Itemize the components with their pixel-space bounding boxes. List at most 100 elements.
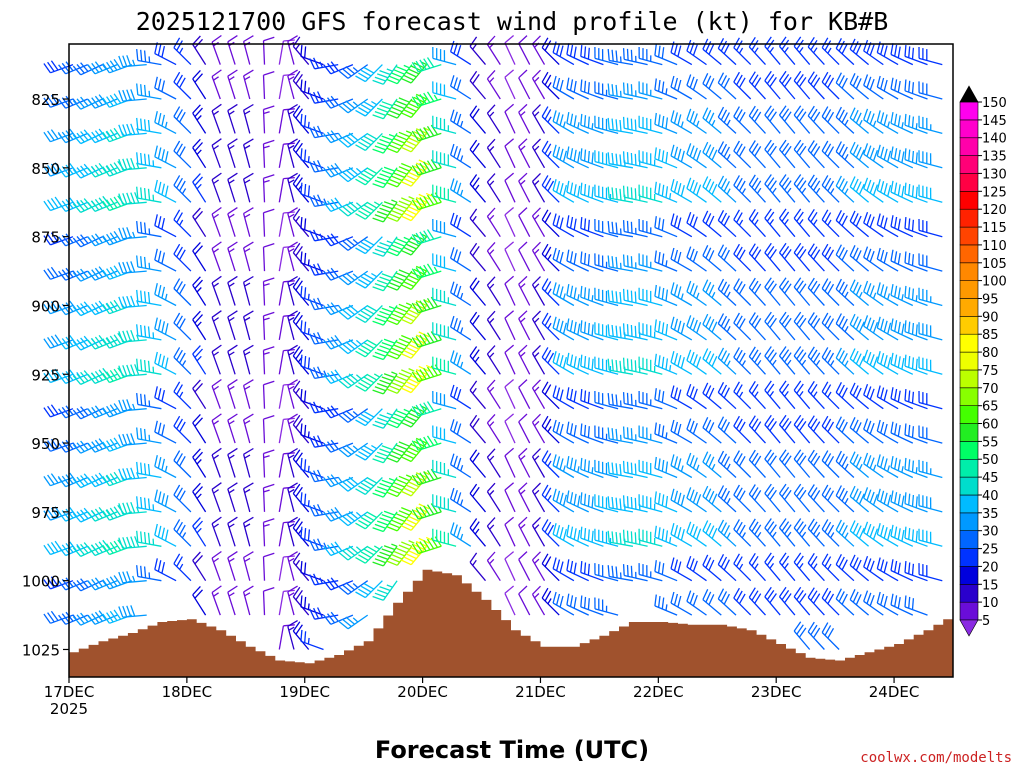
barb-flag (300, 113, 303, 126)
barb-half-flag (179, 391, 184, 398)
barb-flag (154, 386, 158, 398)
barb-flag (157, 112, 162, 125)
barb-flag (381, 204, 393, 210)
barb-flag (374, 523, 386, 529)
barb-flag (764, 380, 772, 391)
barb-flag (415, 60, 423, 72)
wind-barb (486, 35, 501, 65)
barb-flag (379, 517, 391, 523)
barb-flag (793, 586, 802, 598)
wind-barb (541, 484, 560, 513)
barb-flag (130, 536, 136, 548)
barb-flag (317, 297, 323, 309)
barb-flag (376, 451, 389, 457)
wind-barb (541, 106, 560, 134)
barb-flag (677, 114, 682, 126)
barb-flag (338, 414, 349, 423)
wind-barb (211, 447, 222, 478)
barb-flag (583, 493, 587, 506)
barb-flag (841, 181, 848, 192)
barb-flag (50, 473, 59, 484)
wind-barb (702, 245, 722, 272)
barb-flag (562, 494, 568, 507)
barb-flag (472, 142, 480, 153)
barb-flag (711, 355, 718, 367)
wind-barb (411, 159, 442, 176)
wind-barb (227, 69, 238, 100)
barb-flag (411, 61, 419, 73)
barb-flag (304, 183, 307, 196)
wind-barb (173, 519, 192, 547)
barb-flag (720, 178, 728, 189)
wind-barb (102, 195, 133, 212)
barb-staff (624, 196, 648, 203)
barb-staff (278, 350, 285, 375)
barb-flag (358, 485, 369, 493)
barb-flag (573, 46, 577, 59)
wind-barb (638, 46, 663, 66)
barb-flag (386, 285, 398, 291)
barb-flag (118, 193, 124, 205)
barb-half-flag (373, 545, 380, 550)
barb-flag (562, 529, 568, 541)
barb-flag (827, 318, 835, 329)
barb-flag (263, 518, 275, 523)
wind-barb (227, 516, 238, 547)
barb-flag (486, 207, 496, 217)
barb-staff (227, 557, 236, 581)
barb-flag (680, 322, 685, 335)
barb-flag (630, 118, 633, 131)
barb-flag (670, 419, 675, 432)
wind-barb (372, 98, 398, 120)
barb-flag (689, 455, 695, 467)
barb-flag (94, 267, 103, 278)
wind-barb (300, 79, 324, 100)
wind-barb (192, 104, 207, 134)
barb-flag (720, 384, 728, 396)
barb-flag (541, 347, 549, 358)
barb-staff (821, 150, 840, 169)
barb-flag (80, 234, 89, 244)
wind-barb (118, 123, 147, 137)
barb-flag (173, 37, 181, 49)
wind-barb (654, 44, 678, 66)
wind-barb (733, 450, 752, 478)
barb-half-flag (228, 385, 235, 391)
barb-flag (552, 179, 557, 191)
barb-half-flag (196, 527, 202, 534)
barb-flag (403, 109, 414, 115)
barb-flag (733, 381, 740, 393)
barb-flag (696, 494, 702, 506)
barb-staff (518, 490, 531, 513)
wind-barb (849, 210, 870, 238)
barb-flag (374, 248, 386, 254)
barb-half-flag (213, 248, 219, 253)
barb-staff (300, 606, 324, 616)
barb-flag (449, 212, 455, 224)
wind-barb (821, 381, 840, 410)
barb-flag (486, 138, 496, 149)
wind-barb (654, 594, 678, 616)
wind-barb (638, 253, 663, 272)
barb-flag (47, 268, 55, 279)
barb-flag (810, 177, 818, 188)
barb-flag (50, 94, 59, 105)
barb-half-flag (213, 420, 219, 425)
barb-flag (634, 497, 637, 510)
barb-flag (43, 579, 51, 590)
barb-staff (211, 523, 221, 547)
barb-staff (450, 223, 472, 238)
barb-flag (769, 111, 777, 122)
barb-flag (689, 558, 695, 570)
barb-staff (764, 493, 781, 513)
wind-barb (778, 552, 796, 582)
wind-barb (386, 408, 413, 429)
barb-flag (827, 627, 835, 639)
barb-flag (94, 439, 103, 450)
barb-half-flag (827, 563, 832, 570)
barb-flag (173, 484, 181, 496)
wind-barb (136, 530, 162, 547)
barb-flag (456, 285, 462, 298)
wind-barb (518, 516, 531, 547)
barb-flag (243, 379, 254, 387)
